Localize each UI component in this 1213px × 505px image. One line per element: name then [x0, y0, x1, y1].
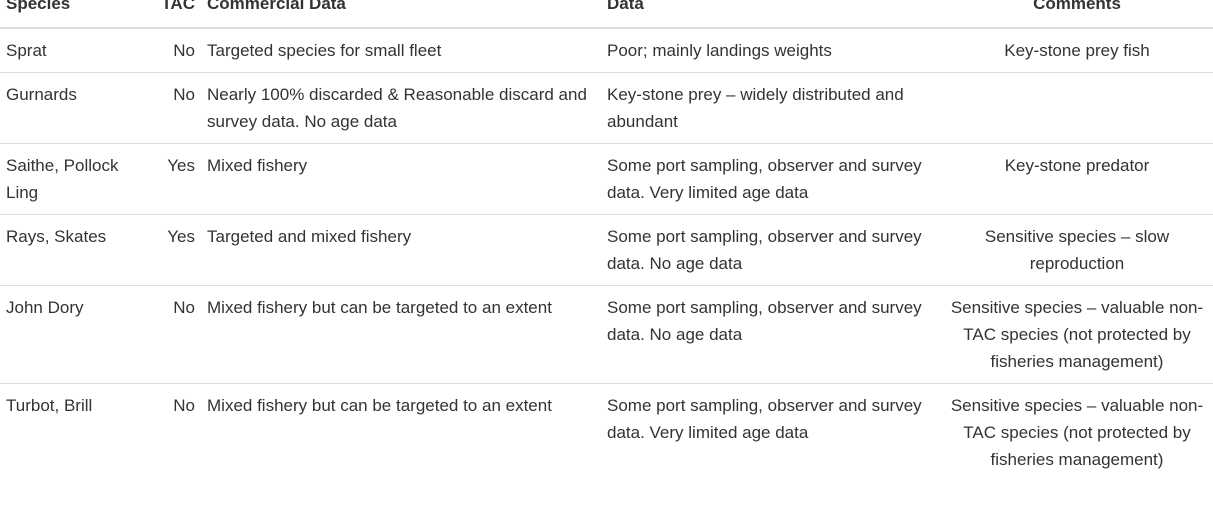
cell-commercial-data: Mixed fishery but can be targeted to an …: [201, 285, 601, 384]
cell-commercial-data: Mixed fishery but can be targeted to an …: [201, 383, 601, 481]
cell-data: Some port sampling, observer and survey …: [601, 143, 941, 215]
cell-data: Key-stone prey – widely distributed and …: [601, 72, 941, 144]
cell-comments: Sensitive species – valuable non-TAC spe…: [941, 285, 1213, 384]
cell-data: Some port sampling, observer and survey …: [601, 214, 941, 286]
cell-tac: No: [142, 383, 201, 481]
cell-tac: Yes: [142, 214, 201, 286]
header-comments: Comments: [941, 0, 1213, 29]
table-row: Rays, Skates Yes Targeted and mixed fish…: [0, 214, 1213, 286]
cell-data: Poor; mainly landings weights: [607, 41, 832, 60]
cell-comments: [941, 72, 1213, 144]
table-row: Gurnards No Nearly 100% discarded & Reas…: [0, 72, 1213, 144]
cell-commercial-data: Targeted and mixed fishery: [201, 214, 601, 286]
cell-commercial-data: Targeted species for small fleet: [207, 41, 442, 60]
cell-species: John Dory: [0, 285, 142, 384]
species-data-table: Species TAC Commercial Data Data Comment…: [0, 0, 1213, 481]
cell-species: Gurnards: [0, 72, 142, 144]
cell-tac: Yes: [142, 143, 201, 215]
cell-data: Some port sampling, observer and survey …: [601, 383, 941, 481]
cell-data: Some port sampling, observer and survey …: [601, 285, 941, 384]
cell-comments: Key-stone prey fish: [1004, 41, 1150, 60]
table-header-row: Species TAC Commercial Data Data Comment…: [0, 0, 1213, 29]
cell-species: Rays, Skates: [0, 214, 142, 286]
cell-species: Saithe, Pollock Ling: [0, 143, 142, 215]
cell-commercial-data: Nearly 100% discarded & Reasonable disca…: [201, 72, 601, 144]
cell-species: Turbot, Brill: [0, 383, 142, 481]
cell-tac: No: [173, 41, 195, 60]
table-row: John Dory No Mixed fishery but can be ta…: [0, 285, 1213, 384]
header-data: Data: [601, 0, 941, 29]
cell-commercial-data: Mixed fishery: [201, 143, 601, 215]
header-species: Species: [0, 0, 142, 29]
table-row: Turbot, Brill No Mixed fishery but can b…: [0, 383, 1213, 481]
header-tac: TAC: [142, 0, 201, 29]
cell-species: Sprat: [6, 41, 47, 60]
cell-comments: Key-stone predator: [941, 143, 1213, 215]
cell-comments: Sensitive species – slow reproduction: [941, 214, 1213, 286]
cell-tac: No: [142, 72, 201, 144]
header-commercial-data: Commercial Data: [201, 0, 601, 29]
cell-tac: No: [142, 285, 201, 384]
table-row: Sprat No Targeted species for small flee…: [0, 28, 1213, 73]
table-row: Saithe, Pollock Ling Yes Mixed fishery S…: [0, 143, 1213, 215]
cell-comments: Sensitive species – valuable non-TAC spe…: [941, 383, 1213, 481]
